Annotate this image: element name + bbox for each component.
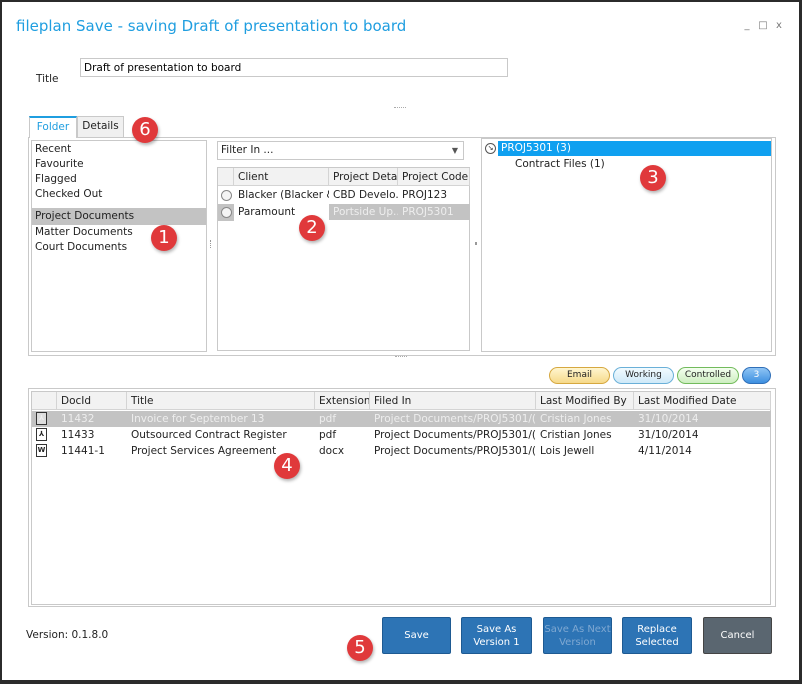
filed-cell: Project Documents/PROJ5301/(P... bbox=[374, 413, 536, 425]
title-cell: Outsourced Contract Register bbox=[131, 429, 287, 441]
documents-grid: DocId Title Extension Filed In Last Modified… bbox=[31, 391, 771, 605]
location-recent[interactable]: Recent bbox=[35, 143, 72, 155]
cancel-button[interactable]: Cancel bbox=[703, 617, 772, 654]
by-cell: Lois Jewell bbox=[540, 445, 595, 457]
title-cell: Project Services Agreement bbox=[131, 445, 277, 457]
callout-2: 2 bbox=[299, 215, 325, 241]
title-label: Title bbox=[36, 73, 59, 85]
date-cell: 4/11/2014 bbox=[638, 445, 692, 457]
save-as-next-version-button[interactable]: Save As Next Version bbox=[543, 617, 612, 654]
client-cell: Paramount bbox=[238, 206, 296, 218]
version-label: Version: 0.1.8.0 bbox=[26, 629, 109, 641]
date-cell: 31/10/2014 bbox=[638, 429, 699, 441]
column-header-select bbox=[218, 168, 234, 186]
column-header-last-modified-date[interactable]: Last Modified Date bbox=[634, 392, 771, 410]
column-header-extension[interactable]: Extension bbox=[315, 392, 370, 410]
tree-node-contract-files[interactable]: Contract Files (1) bbox=[515, 158, 605, 170]
word-icon: W bbox=[36, 444, 47, 457]
column-header-icon bbox=[32, 392, 57, 410]
filter-value: Filter In ... bbox=[221, 144, 274, 156]
column-header-project-detail[interactable]: Project Detail bbox=[329, 168, 398, 186]
docid-cell: 11433 bbox=[61, 429, 95, 441]
email-filter-button[interactable]: Email bbox=[549, 367, 610, 384]
docid-cell: 11441-1 bbox=[61, 445, 105, 457]
location-favourite[interactable]: Favourite bbox=[35, 158, 84, 170]
document-row[interactable]: ⅄ 11432 Invoice for September 13 pdf Project… bbox=[32, 411, 771, 427]
callout-6: 6 bbox=[132, 117, 158, 143]
location-matter-documents[interactable]: Matter Documents bbox=[35, 226, 133, 238]
minimize-button[interactable]: _ bbox=[744, 20, 750, 31]
folder-tree[interactable]: ↘ PROJ5301 (3) Contract Files (1) bbox=[481, 138, 772, 352]
pdf-icon: ⅄ bbox=[36, 428, 47, 441]
controlled-filter-button[interactable]: Controlled bbox=[677, 367, 739, 384]
maximize-button[interactable]: □ bbox=[758, 20, 768, 31]
tree-node-proj5301[interactable]: PROJ5301 (3) bbox=[498, 141, 771, 156]
location-flagged[interactable]: Flagged bbox=[35, 173, 77, 185]
splitter-handle[interactable] bbox=[394, 107, 406, 108]
column-header-last-modified-by[interactable]: Last Modified By bbox=[536, 392, 634, 410]
column-header-filed-in[interactable]: Filed In bbox=[370, 392, 536, 410]
project-code-cell: PROJ5301 bbox=[398, 204, 470, 220]
location-list[interactable]: Recent Favourite Flagged Checked Out Pro… bbox=[31, 140, 207, 352]
column-header-project-code[interactable]: Project Code bbox=[398, 168, 470, 186]
chevron-down-icon: ▼ bbox=[451, 146, 458, 155]
row-radio[interactable] bbox=[221, 190, 232, 201]
tab-folder[interactable]: Folder bbox=[29, 116, 77, 138]
project-grid: Client Project Detail Project Code Black… bbox=[217, 167, 470, 351]
close-button[interactable]: x bbox=[776, 20, 782, 31]
filed-cell: Project Documents/PROJ5301/(P... bbox=[374, 445, 536, 457]
docid-cell: 11432 bbox=[61, 413, 95, 425]
ext-cell: docx bbox=[319, 445, 345, 457]
by-cell: Cristian Jones bbox=[540, 413, 612, 425]
save-button[interactable]: Save bbox=[382, 617, 451, 654]
tab-details[interactable]: Details bbox=[77, 116, 124, 137]
replace-selected-button[interactable]: Replace Selected bbox=[622, 617, 692, 654]
document-row[interactable]: ⅄ 11433 Outsourced Contract Register pdf Pro… bbox=[32, 427, 771, 443]
ext-cell: pdf bbox=[319, 429, 337, 441]
project-detail-cell: CBD Develo... bbox=[333, 189, 398, 201]
row-radio[interactable] bbox=[221, 207, 232, 218]
location-checked-out[interactable]: Checked Out bbox=[35, 188, 103, 200]
save-as-version-button[interactable]: Save As Version 1 bbox=[461, 617, 532, 654]
ext-cell: pdf bbox=[319, 413, 337, 425]
pdf-icon: ⅄ bbox=[36, 412, 47, 425]
collapse-icon[interactable]: ↘ bbox=[485, 143, 496, 154]
by-cell: Cristian Jones bbox=[540, 429, 612, 441]
callout-1: 1 bbox=[151, 225, 177, 251]
callout-5: 5 bbox=[347, 635, 373, 661]
window-title: fileplan Save - saving Draft of presenta… bbox=[16, 17, 407, 35]
working-filter-button[interactable]: Working bbox=[613, 367, 674, 384]
count-filter-button[interactable]: 3 bbox=[742, 367, 771, 384]
column-header-title[interactable]: Title bbox=[127, 392, 315, 410]
title-input[interactable] bbox=[80, 58, 508, 77]
location-court-documents[interactable]: Court Documents bbox=[35, 241, 128, 253]
column-header-docid[interactable]: DocId bbox=[57, 392, 127, 410]
callout-4: 4 bbox=[274, 453, 300, 479]
column-header-client[interactable]: Client bbox=[234, 168, 329, 186]
splitter-handle[interactable] bbox=[210, 240, 211, 248]
splitter-handle[interactable] bbox=[395, 356, 407, 357]
project-row[interactable]: Blacker (Blacker & CBD Develo... PROJ123 bbox=[218, 187, 470, 204]
document-row[interactable]: W 11441-1 Project Services Agreement docx Pr… bbox=[32, 443, 771, 459]
project-row[interactable]: Paramount Portside Up... PROJ5301 bbox=[218, 204, 470, 221]
location-project-documents[interactable]: Project Documents bbox=[32, 208, 206, 225]
title-cell: Invoice for September 13 bbox=[131, 413, 265, 425]
callout-3: 3 bbox=[640, 165, 666, 191]
date-cell: 31/10/2014 bbox=[638, 413, 699, 425]
client-cell: Blacker (Blacker & bbox=[238, 189, 329, 201]
filed-cell: Project Documents/PROJ5301/(P... bbox=[374, 429, 536, 441]
project-code-cell: PROJ123 bbox=[402, 189, 448, 201]
filter-dropdown[interactable]: Filter In ... ▼ bbox=[217, 141, 464, 160]
project-detail-cell: Portside Up... bbox=[329, 204, 398, 220]
splitter-handle[interactable] bbox=[475, 242, 477, 245]
